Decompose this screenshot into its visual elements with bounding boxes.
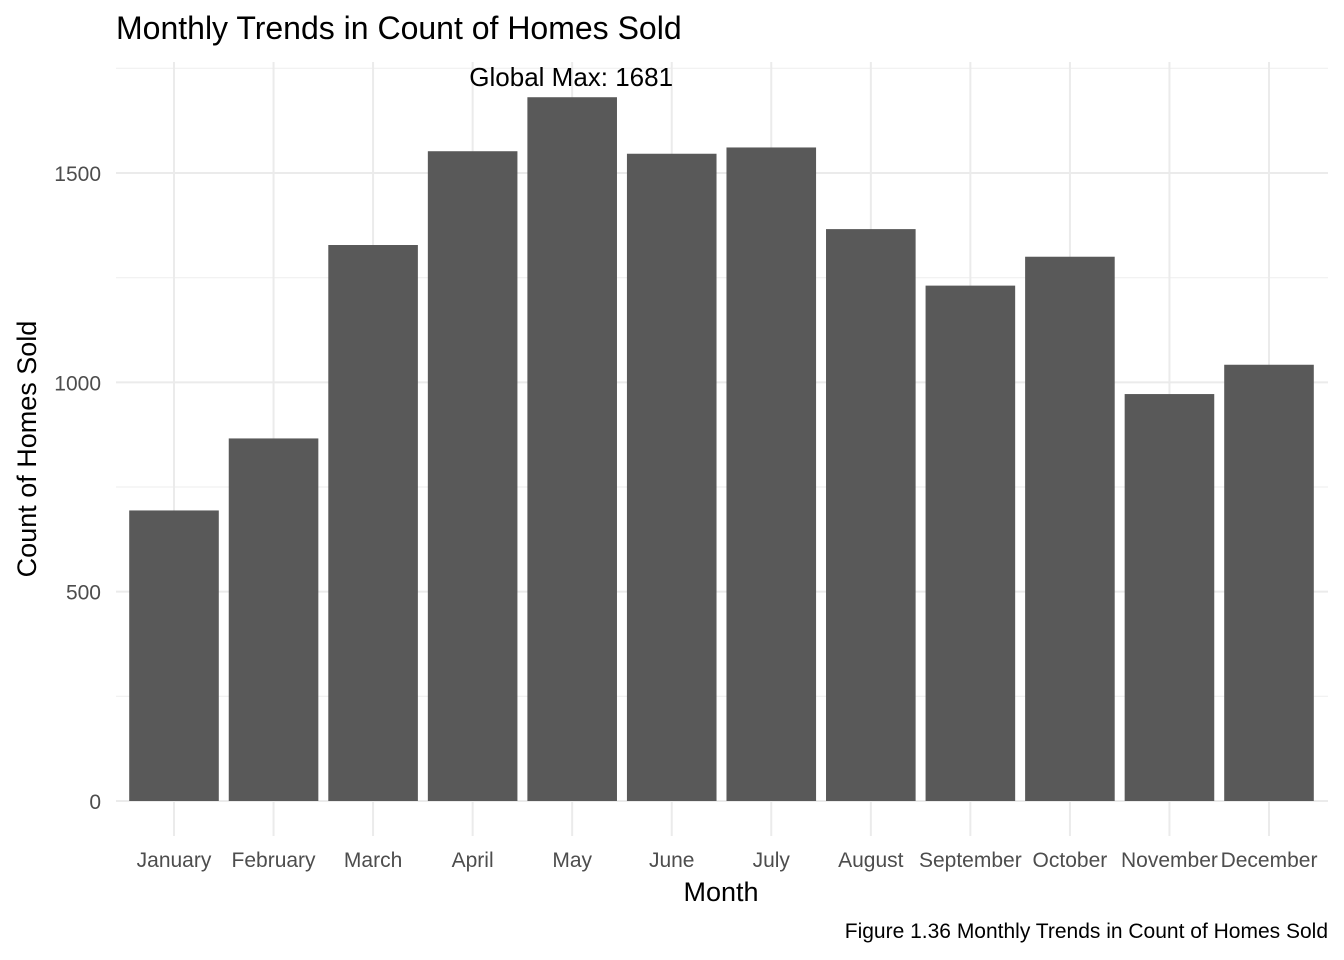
bar-march xyxy=(328,245,418,801)
x-tick-label: January xyxy=(137,849,212,872)
x-tick-label: April xyxy=(452,849,494,872)
x-tick-label: October xyxy=(1033,849,1108,872)
y-tick-label: 0 xyxy=(89,791,101,814)
y-tick-label: 1000 xyxy=(54,372,101,395)
figure-caption: Figure 1.36 Monthly Trends in Count of H… xyxy=(844,920,1328,943)
x-axis-label: Month xyxy=(683,877,758,907)
bar-october xyxy=(1025,256,1115,801)
x-tick-label: August xyxy=(838,849,904,872)
x-tick-label: March xyxy=(344,849,402,872)
y-axis-ticks: 0 500 1000 1500 xyxy=(54,163,101,814)
x-tick-label: May xyxy=(552,849,592,872)
bar-december xyxy=(1224,364,1314,801)
x-axis-ticks: January February March April May June July Augu… xyxy=(137,849,1318,872)
bar-september xyxy=(925,285,1016,801)
y-tick-label: 500 xyxy=(66,582,101,605)
x-tick-label: December xyxy=(1221,849,1318,872)
bar-november xyxy=(1124,394,1215,801)
x-tick-label: February xyxy=(232,849,317,872)
bar-may xyxy=(527,97,617,802)
bar-august xyxy=(826,229,916,802)
bar-january xyxy=(129,510,219,801)
y-tick-label: 1500 xyxy=(54,163,101,186)
y-axis-label: Count of Homes Sold xyxy=(12,321,42,578)
bar-april xyxy=(427,151,518,801)
x-tick-label: September xyxy=(919,849,1022,872)
x-tick-label: November xyxy=(1121,849,1218,872)
chart-title: Monthly Trends in Count of Homes Sold xyxy=(116,10,682,46)
x-tick-label: June xyxy=(649,849,695,872)
bar-february xyxy=(228,438,319,801)
global-max-annotation: Global Max: 1681 xyxy=(469,62,673,92)
x-tick-label: July xyxy=(753,849,791,872)
bar-june xyxy=(626,153,717,801)
bar-july xyxy=(726,147,817,802)
bars xyxy=(129,97,1314,802)
